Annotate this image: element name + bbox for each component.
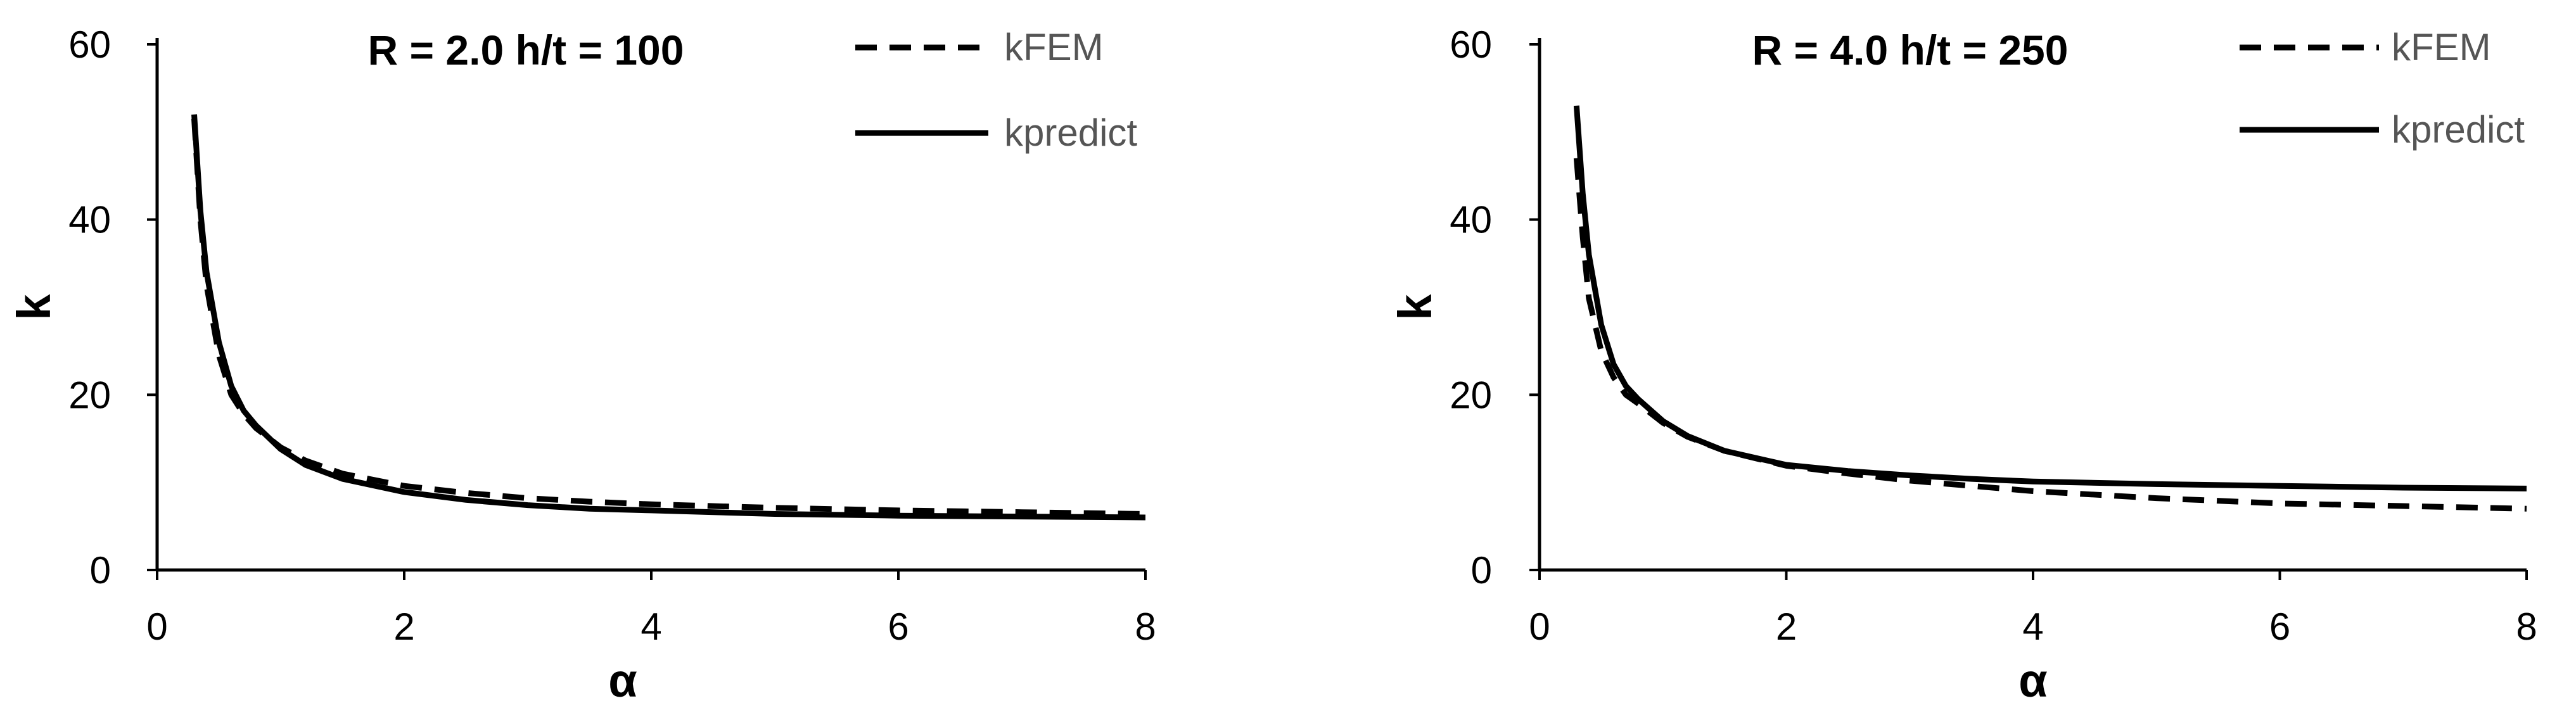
x-axis-label: α [608, 654, 637, 707]
x-tick-label: 0 [146, 605, 167, 648]
series-line-kfem [191, 118, 1146, 517]
y-tick-label: 0 [90, 549, 111, 592]
y-tick-label: 40 [68, 199, 111, 241]
chart-panel-right: 0 20 40 60 0 2 4 6 8 k α R = 4.0 h/t = 250 kFEM kpred… [1389, 23, 2537, 707]
series-line-kpredict [1573, 105, 2527, 491]
chart-panel-left: 0 20 40 60 0 2 4 6 8 k α R = 2.0 h/t = 100 kFEM kpred… [8, 23, 1156, 707]
x-tick-label: 2 [393, 605, 414, 648]
x-tick-label: 8 [2516, 605, 2537, 648]
y-tick-label: 0 [1471, 549, 1492, 592]
x-tick-label: 0 [1529, 605, 1550, 648]
series-line-kfem [1573, 158, 2527, 512]
x-tick-label: 4 [641, 605, 661, 648]
y-tick-label: 40 [1450, 199, 1492, 241]
x-axis-label: α [2018, 654, 2048, 707]
series-line-kpredict [191, 114, 1146, 521]
chart-title: R = 2.0 h/t = 100 [368, 27, 684, 73]
y-tick-label: 60 [68, 23, 111, 66]
y-tick-label: 20 [68, 374, 111, 416]
y-axis-label: k [1389, 294, 1441, 320]
y-axis-label: k [8, 294, 60, 320]
x-tick-label: 4 [2022, 605, 2043, 648]
y-tick-label: 20 [1450, 374, 1492, 416]
legend-label-kfem: kFEM [2392, 26, 2491, 68]
legend-label-kpredict: kpredict [2392, 108, 2525, 151]
legend-label-kpredict: kpredict [1004, 111, 1137, 154]
chart-title: R = 4.0 h/t = 250 [1752, 27, 2069, 73]
x-tick-label: 6 [888, 605, 909, 648]
x-tick-label: 8 [1135, 605, 1156, 648]
x-tick-label: 2 [1776, 605, 1797, 648]
legend-label-kfem: kFEM [1004, 26, 1104, 68]
x-tick-label: 6 [2269, 605, 2290, 648]
y-tick-label: 60 [1450, 23, 1492, 66]
